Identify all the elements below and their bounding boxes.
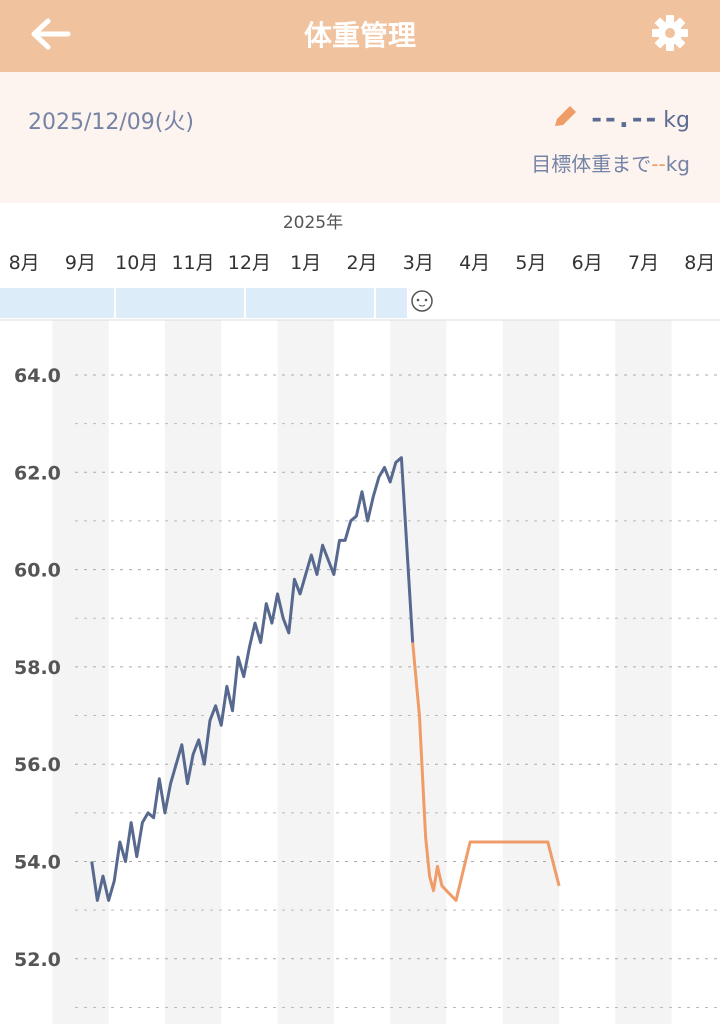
goal-label: 目標体重まで	[531, 152, 652, 176]
x-tick-label: 8月	[9, 252, 40, 274]
x-tick-label: 5月	[515, 252, 546, 274]
month-band	[277, 320, 334, 1024]
month-band	[52, 320, 109, 1024]
baby-icon	[411, 290, 433, 312]
y-tick-label: 60.0	[14, 560, 61, 582]
year-label: 2025年	[283, 213, 343, 233]
period-strip	[0, 288, 407, 318]
x-tick-label: 2月	[346, 252, 377, 274]
y-tick-label: 52.0	[14, 949, 61, 971]
y-tick-label: 56.0	[14, 754, 61, 776]
weight-line	[411, 642, 561, 902]
summary: 2025/12/09(火) --.-- kg 目標体重まで--kg	[0, 72, 720, 203]
header: 体重管理	[0, 0, 720, 72]
goal-value: --	[651, 152, 666, 176]
y-tick-label: 54.0	[14, 852, 61, 874]
x-tick-label: 4月	[459, 252, 490, 274]
x-tick-label: 8月	[684, 252, 715, 274]
month-band	[390, 320, 447, 1024]
date: 2025/12/09(火)	[28, 110, 194, 135]
x-tick-label: 6月	[572, 252, 603, 274]
y-tick-label: 64.0	[14, 365, 61, 387]
header-title: 体重管理	[303, 19, 416, 52]
edit-icon	[555, 106, 577, 126]
x-tick-label: 11月	[171, 252, 214, 274]
goal: 目標体重まで--kg	[531, 148, 690, 177]
x-tick-label: 12月	[228, 252, 271, 274]
weight-unit: kg	[663, 108, 690, 133]
month-band	[615, 320, 672, 1024]
weight-value: --.--	[591, 104, 660, 134]
x-tick-label: 10月	[115, 252, 158, 274]
back-button[interactable]	[28, 16, 72, 52]
x-tick-label: 1月	[290, 252, 321, 274]
x-tick-label: 7月	[628, 252, 659, 274]
settings-button[interactable]	[650, 13, 690, 53]
weight-line	[90, 456, 415, 902]
y-tick-label: 58.0	[14, 657, 61, 679]
y-tick-label: 62.0	[14, 462, 61, 484]
month-band	[164, 320, 222, 1024]
chart: 2025年 8月 9月 10月 11月 12月 1月 2月 3月 4月 5月 6月 7月 8月 52.0 5…	[0, 213, 720, 1024]
weight[interactable]: --.-- kg	[551, 104, 690, 134]
month-band	[502, 320, 560, 1024]
x-tick-label: 9月	[65, 252, 96, 274]
goal-unit: kg	[665, 152, 690, 176]
x-tick-label: 3月	[403, 252, 434, 274]
